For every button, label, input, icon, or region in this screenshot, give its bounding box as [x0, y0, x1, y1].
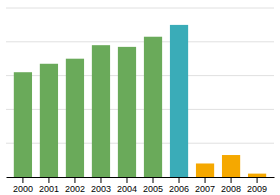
chart: 2000 2001 2002 2003 2004 2005 2006 2007 2008 2009 — [0, 0, 280, 195]
bar — [222, 155, 240, 177]
x-tick-label: 2001 — [39, 184, 59, 194]
bar — [248, 174, 266, 177]
x-tick-mark — [257, 177, 258, 183]
bar — [196, 163, 214, 177]
x-tick-label: 2000 — [13, 184, 33, 194]
x-tick-label: 2005 — [143, 184, 163, 194]
x-tick: 2008 — [221, 177, 241, 194]
x-tick-mark — [22, 177, 23, 183]
x-axis-line — [7, 177, 275, 178]
bar — [118, 47, 136, 177]
x-tick: 2004 — [117, 177, 137, 194]
bar — [14, 72, 32, 177]
grid-line — [6, 8, 274, 9]
bar — [40, 64, 58, 177]
x-tick: 2003 — [91, 177, 111, 194]
grid-line — [6, 41, 274, 42]
bar — [92, 45, 110, 177]
x-tick-label: 2007 — [195, 184, 215, 194]
x-tick-label: 2008 — [221, 184, 241, 194]
x-axis: 2000 2001 2002 2003 2004 2005 2006 2007 2008 2009 — [7, 177, 275, 194]
x-tick-mark — [48, 177, 49, 183]
x-tick: 2006 — [169, 177, 189, 194]
x-tick: 2007 — [195, 177, 215, 194]
x-tick-label: 2003 — [91, 184, 111, 194]
plot: 2000 2001 2002 2003 2004 2005 2006 2007 2008 2009 — [6, 8, 275, 194]
x-tick-label: 2002 — [65, 184, 85, 194]
x-tick-mark — [74, 177, 75, 183]
bars — [14, 25, 266, 177]
x-tick-mark — [153, 177, 154, 183]
x-tick-mark — [231, 177, 232, 183]
x-tick: 2002 — [65, 177, 85, 194]
bar — [66, 59, 84, 177]
bar — [144, 37, 162, 177]
x-tick-label: 2006 — [169, 184, 189, 194]
x-tick: 2005 — [143, 177, 163, 194]
x-tick: 2001 — [39, 177, 59, 194]
x-tick-mark — [205, 177, 206, 183]
x-tick: 2000 — [13, 177, 33, 194]
x-tick-label: 2009 — [247, 184, 267, 194]
x-tick-mark — [179, 177, 180, 183]
x-tick-mark — [100, 177, 101, 183]
bar — [170, 25, 188, 177]
x-tick-label: 2004 — [117, 184, 137, 194]
x-tick-mark — [126, 177, 127, 183]
x-tick: 2009 — [247, 177, 267, 194]
